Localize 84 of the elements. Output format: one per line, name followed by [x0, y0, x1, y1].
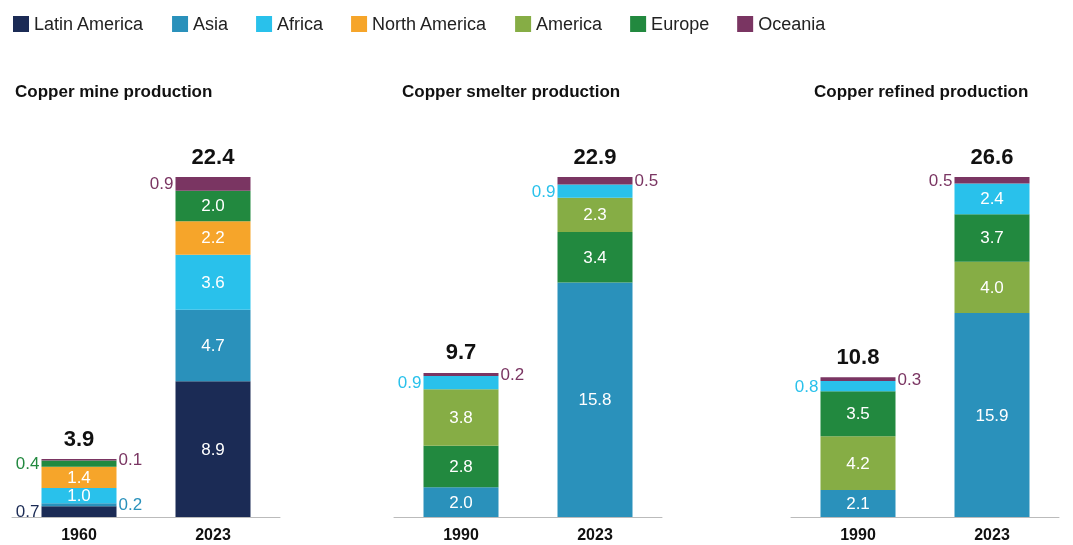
x-tick-label: 2023: [577, 525, 613, 543]
data-label: 3.8: [449, 408, 473, 428]
data-label: 15.9: [975, 405, 1009, 425]
bar: [557, 184, 633, 198]
data-label: 0.2: [118, 495, 143, 515]
bar: [423, 372, 499, 376]
bar: [557, 231, 633, 283]
x-tick-label: 1960: [61, 525, 97, 543]
data-label: 8.9: [201, 439, 225, 459]
data-label: 0.2: [500, 364, 525, 384]
bar: [423, 445, 499, 488]
bar: [175, 309, 251, 382]
bar: [423, 487, 499, 517]
legend-label: Africa: [277, 14, 325, 34]
x-tick-label: 2023: [195, 525, 231, 543]
bar: [954, 214, 1030, 262]
total-label: 9.7: [445, 339, 477, 365]
bar: [175, 381, 251, 517]
legend-label: North America: [372, 14, 488, 34]
bar: [423, 375, 499, 390]
legend-label: Europe: [651, 14, 710, 34]
bar: [820, 490, 896, 517]
data-label: 1.4: [67, 467, 91, 487]
total-label: 10.8: [836, 343, 880, 369]
bar: [175, 190, 251, 222]
data-label: 2.1: [846, 494, 870, 514]
data-label: 2.4: [980, 189, 1004, 209]
bar: [557, 282, 633, 517]
data-label: 3.7: [980, 228, 1004, 248]
x-tick-label: 1990: [840, 525, 876, 543]
data-label: 0.8: [794, 376, 819, 396]
bar: [954, 313, 1030, 517]
x-tick-label: 1990: [443, 525, 479, 543]
data-label: 3.4: [583, 247, 607, 267]
total-label: 3.9: [63, 425, 95, 451]
bar: [820, 391, 896, 437]
x-tick-label: 2023: [974, 525, 1010, 543]
bar: [820, 381, 896, 392]
data-label: 4.7: [201, 335, 225, 355]
bar: [820, 436, 896, 491]
bar: [41, 506, 117, 517]
bar: [954, 261, 1030, 313]
legend-label: America: [536, 14, 604, 34]
data-label: 0.5: [634, 171, 659, 191]
bar: [954, 183, 1030, 215]
bar: [175, 254, 251, 310]
data-label: 0.7: [15, 502, 40, 522]
data-label: 2.0: [449, 492, 473, 512]
data-label: 3.6: [201, 272, 225, 292]
data-label: 0.1: [118, 450, 143, 470]
data-label: 0.3: [897, 369, 922, 389]
bar: [175, 221, 251, 255]
bar: [820, 377, 896, 381]
bar: [557, 197, 633, 232]
total-label: 22.9: [573, 143, 617, 169]
data-label: 15.8: [578, 390, 612, 410]
legend-label: Asia: [193, 14, 230, 34]
data-label: 0.4: [15, 454, 40, 474]
data-label: 2.8: [449, 457, 473, 477]
data-label: 2.3: [583, 205, 607, 225]
data-label: 0.9: [531, 181, 556, 201]
data-label: 2.0: [201, 196, 225, 216]
chart-title: Copper refined production: [814, 82, 1029, 101]
bar: [41, 466, 117, 489]
bar: [41, 503, 117, 507]
chart-title: Copper smelter production: [402, 82, 621, 101]
legend-label: Latin America: [34, 14, 145, 34]
bar: [557, 177, 633, 185]
data-label: 4.2: [846, 453, 870, 473]
bar: [41, 460, 117, 467]
chart-title: Copper mine production: [15, 82, 213, 101]
legend-label: Oceania: [758, 14, 827, 34]
bar: [423, 389, 499, 446]
data-label: 1.0: [67, 486, 91, 506]
bar: [954, 177, 1030, 184]
bar: [175, 177, 251, 191]
total-label: 26.6: [970, 143, 1014, 169]
total-label: 22.4: [191, 143, 236, 169]
data-label: 0.9: [397, 373, 422, 393]
data-label: 4.0: [980, 277, 1004, 297]
data-label: 0.9: [149, 174, 174, 194]
data-label: 2.2: [201, 228, 225, 248]
data-label: 0.5: [928, 170, 953, 190]
data-label: 3.5: [846, 404, 870, 424]
